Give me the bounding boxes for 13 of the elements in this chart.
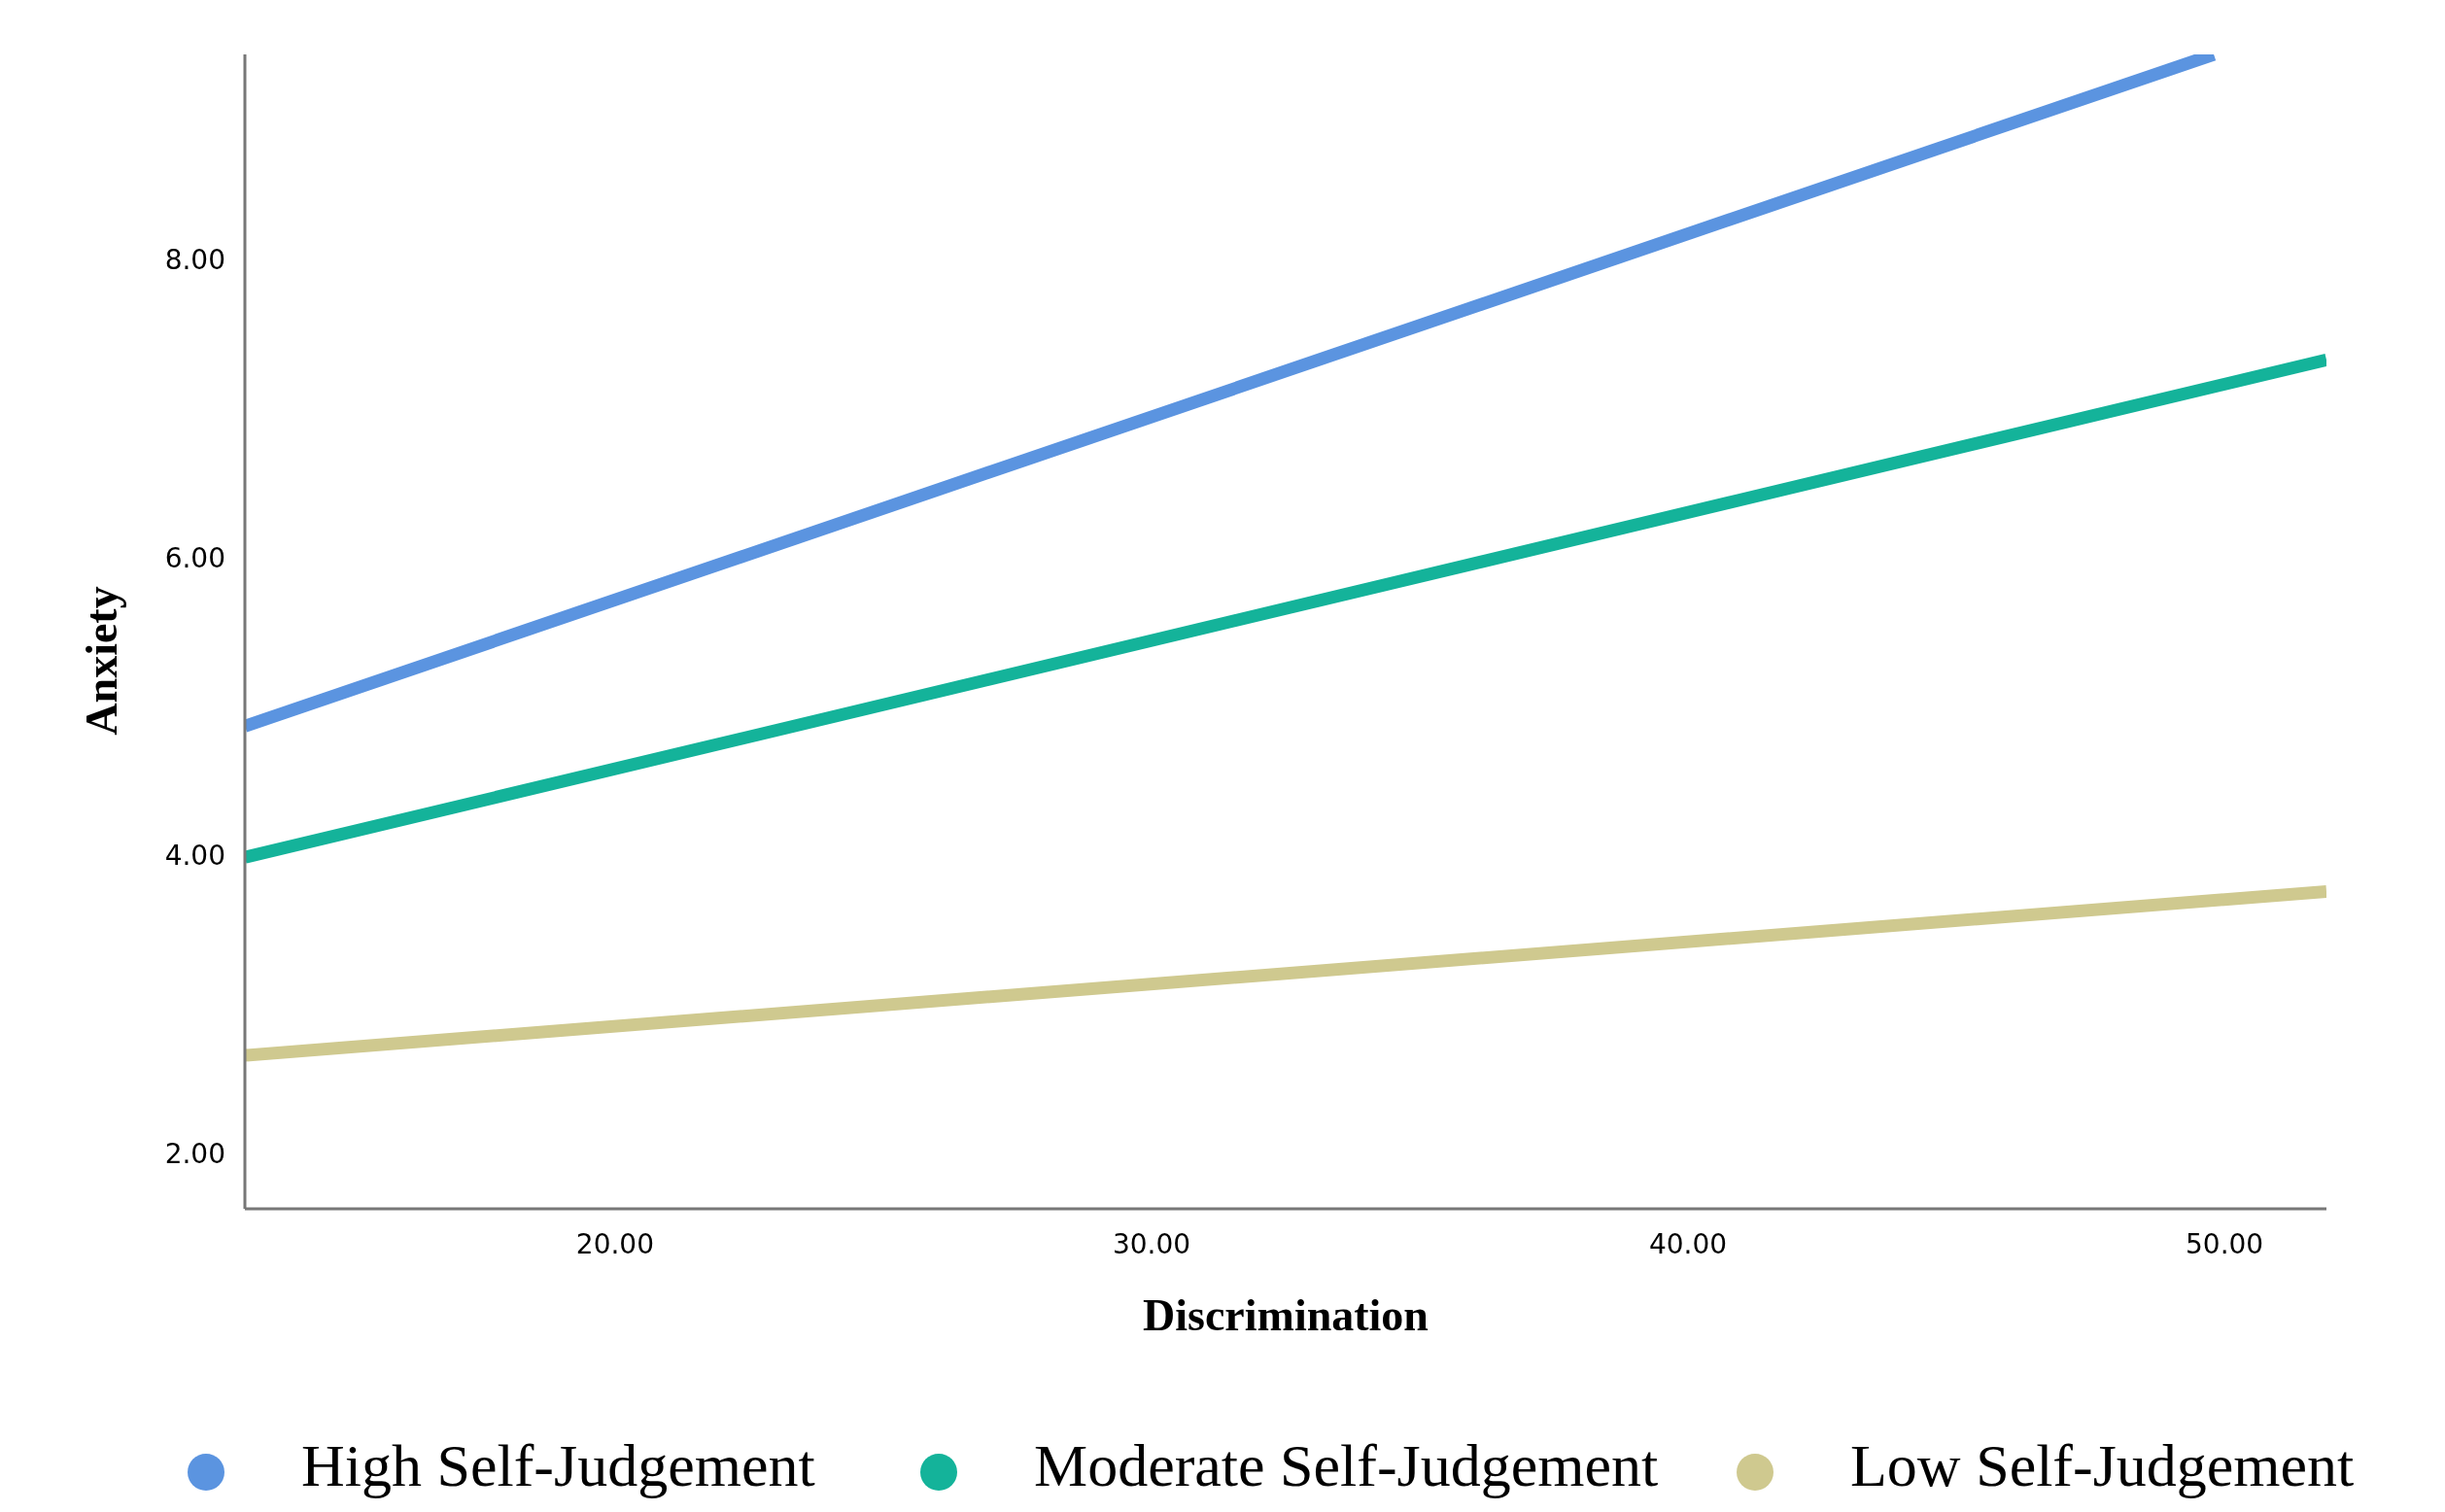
legend-label: Moderate Self-Judgement [1034, 1432, 1659, 1499]
legend-label: High Self-Judgement [301, 1432, 815, 1499]
x-tick-label: 20.00 [575, 1228, 655, 1260]
x-tick-label: 50.00 [2186, 1228, 2264, 1260]
x-tick-label: 40.00 [1648, 1228, 1728, 1260]
y-axis-title: Anxiety [77, 586, 126, 736]
x-axis-title: Discrimination [1143, 1290, 1429, 1340]
y-tick-label: 2.00 [164, 1137, 225, 1170]
x-tick-label: 30.00 [1112, 1228, 1191, 1260]
y-tick-label: 4.00 [164, 840, 225, 873]
y-tick-label: 8.00 [164, 244, 225, 277]
legend-label: Low Self-Judgement [1850, 1432, 2355, 1499]
y-tick-label: 6.00 [164, 541, 225, 574]
